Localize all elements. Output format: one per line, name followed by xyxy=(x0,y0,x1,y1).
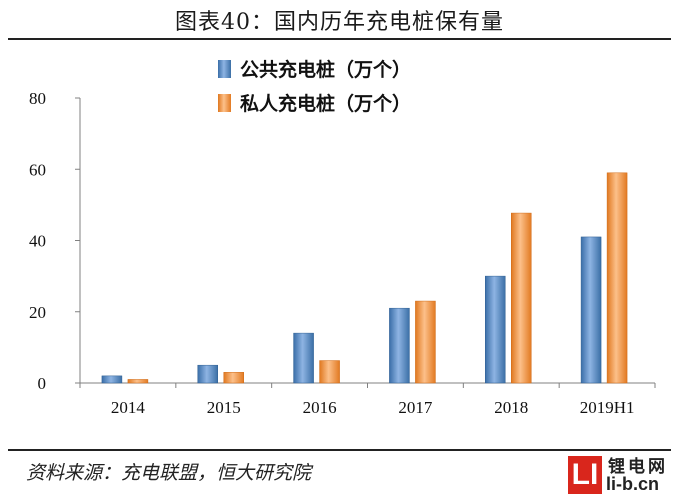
legend-label-private: 私人充电桩（万个） xyxy=(240,92,411,115)
bar-public xyxy=(485,275,506,384)
bar-private xyxy=(223,372,244,384)
x-tick-label: 2014 xyxy=(111,398,146,417)
x-tick-label: 2019H1 xyxy=(580,398,635,417)
x-tick-label: 2018 xyxy=(494,398,528,417)
bar-private xyxy=(606,172,628,384)
top-divider xyxy=(8,38,671,40)
y-tick-label: 80 xyxy=(29,89,46,108)
y-tick-label: 40 xyxy=(29,232,46,251)
bar-public xyxy=(197,364,218,384)
y-tick-label: 0 xyxy=(38,374,47,393)
bar-private xyxy=(415,300,436,384)
bar-public xyxy=(101,375,123,384)
x-tick-label: 2017 xyxy=(398,398,433,417)
bar-private xyxy=(127,379,149,384)
bar-private xyxy=(511,212,532,384)
y-tick-label: 20 xyxy=(29,303,46,322)
y-tick-label: 60 xyxy=(29,160,46,179)
watermark-cn-text: 锂电网 xyxy=(608,457,668,477)
x-tick-label: 2015 xyxy=(207,398,241,417)
legend-swatch-private xyxy=(218,94,231,112)
bottom-divider xyxy=(8,449,671,451)
x-tick-label: 2016 xyxy=(303,398,337,417)
watermark-logo: LI xyxy=(568,456,602,494)
bar-public xyxy=(580,236,602,384)
bar-public xyxy=(293,332,314,384)
legend-swatch-public xyxy=(218,60,231,78)
watermark: LI 锂电网 li-b.cn xyxy=(568,452,676,498)
legend-label-public: 公共充电桩（万个） xyxy=(240,58,411,81)
source-note: 资料来源：充电联盟，恒大研究院 xyxy=(26,462,312,484)
watermark-en-text: li-b.cn xyxy=(606,474,659,494)
bar-public xyxy=(389,307,410,384)
bar-private xyxy=(319,360,340,384)
chart-title: 图表40：国内历年充电桩保有量 xyxy=(175,10,504,35)
